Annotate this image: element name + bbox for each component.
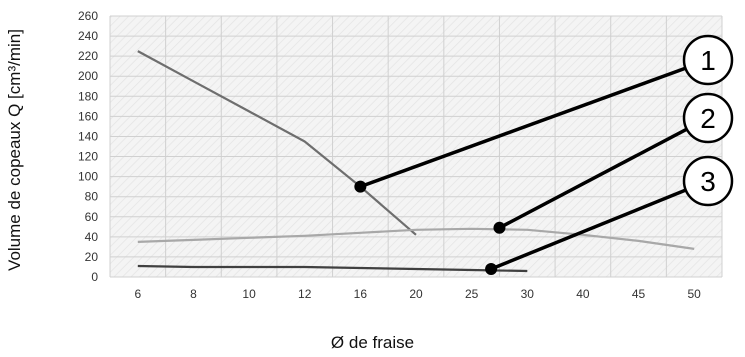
callout-leader-1 xyxy=(359,58,709,189)
y-tick-label: 100 xyxy=(78,170,98,184)
callout-circle-2 xyxy=(682,92,734,144)
y-tick-label: 80 xyxy=(85,190,99,204)
y-axis-ticks: 0 20 40 60 80 100 120 140 160 180 200 220 240 260 xyxy=(78,9,98,284)
callout-number-3: 3 xyxy=(700,166,716,197)
y-tick-label: 20 xyxy=(85,250,99,264)
series-lines xyxy=(137,50,695,273)
plot-area xyxy=(110,16,722,277)
callout-leader-3 xyxy=(490,179,709,271)
y-tick-label: 180 xyxy=(78,89,98,103)
y-tick-label: 140 xyxy=(78,129,98,143)
x-tick-label: 25 xyxy=(465,287,479,301)
callout-circle-1 xyxy=(682,34,734,86)
y-tick-label: 160 xyxy=(78,109,98,123)
x-tick-label: 20 xyxy=(409,287,423,301)
callout-marker-3 xyxy=(485,262,498,275)
callout-circle-3 xyxy=(682,155,734,207)
y-tick-label: 40 xyxy=(85,230,99,244)
callout-leader-2 xyxy=(498,116,709,230)
x-tick-label: 45 xyxy=(632,287,646,301)
callouts: 1 2 3 xyxy=(354,34,734,275)
x-tick-label: 40 xyxy=(576,287,590,301)
x-tick-label: 16 xyxy=(354,287,368,301)
x-tick-label: 12 xyxy=(298,287,312,301)
grid xyxy=(109,15,723,278)
y-axis-title-text: Volume de copeaux Q [cm³/min] xyxy=(5,29,24,271)
y-tick-label: 200 xyxy=(78,69,98,83)
x-axis-title: Ø de fraise xyxy=(330,333,415,352)
series-line-1 xyxy=(137,50,417,236)
y-tick-label: 240 xyxy=(78,29,98,43)
x-axis-ticks: 6 8 10 12 16 20 25 30 40 45 50 xyxy=(134,287,701,301)
callout-number-2: 2 xyxy=(700,103,716,134)
x-tick-label: 6 xyxy=(134,287,141,301)
callout-marker-2 xyxy=(493,221,506,234)
x-tick-label: 30 xyxy=(521,287,535,301)
y-tick-label: 60 xyxy=(85,210,99,224)
callout-marker-1 xyxy=(354,180,367,193)
y-tick-label: 0 xyxy=(91,270,98,284)
x-tick-label: 10 xyxy=(242,287,256,301)
callout-number-1: 1 xyxy=(700,45,716,76)
x-tick-label: 8 xyxy=(190,287,197,301)
y-tick-label: 120 xyxy=(78,150,98,164)
series-line-3 xyxy=(137,264,528,273)
y-axis-title: Volume de copeaux Q [cm³/min] xyxy=(4,0,26,300)
series-line-2 xyxy=(137,227,695,250)
y-tick-label: 220 xyxy=(78,49,98,63)
x-tick-label: 50 xyxy=(688,287,702,301)
y-tick-label: 260 xyxy=(78,9,98,23)
